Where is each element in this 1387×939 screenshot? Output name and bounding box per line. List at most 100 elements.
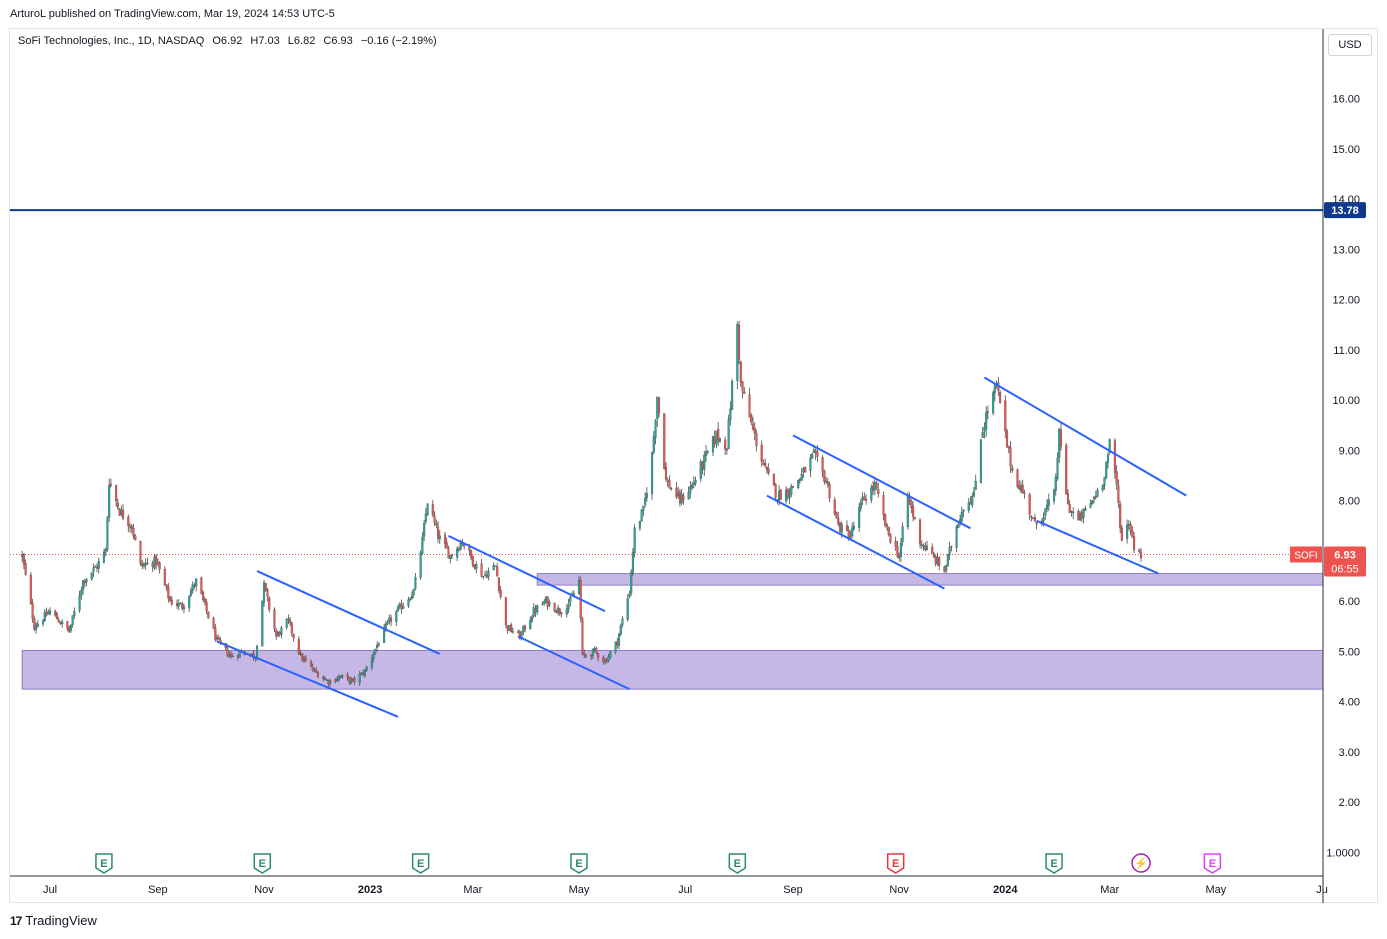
candle-body	[664, 466, 668, 480]
candle-body	[644, 497, 647, 505]
candle-body	[31, 602, 34, 619]
tradingview-footer[interactable]: 17 TradingView	[10, 913, 97, 928]
x-tick-label: Ju	[1316, 884, 1328, 896]
candle	[1119, 500, 1122, 533]
candle	[182, 603, 186, 614]
earnings-marker-7[interactable]: ⚡	[1131, 853, 1151, 873]
last-price-label: 6.93	[1334, 549, 1355, 561]
candle-body	[823, 470, 826, 482]
earnings-marker-1[interactable]: E	[253, 853, 272, 874]
candle	[41, 619, 45, 627]
candle	[1052, 488, 1056, 505]
candle	[1127, 519, 1130, 530]
candle-body	[1023, 492, 1026, 494]
earnings-marker-2[interactable]: E	[411, 853, 430, 874]
candle	[346, 672, 349, 681]
candle-body	[228, 654, 231, 657]
candle	[814, 448, 817, 461]
candle	[664, 461, 668, 482]
candle-body	[193, 585, 196, 587]
candle-body	[299, 653, 302, 655]
candle-body	[450, 554, 454, 557]
candle	[1023, 489, 1026, 499]
candle	[155, 554, 158, 570]
candle-body	[374, 648, 377, 654]
candle	[262, 579, 266, 607]
candle-body	[1129, 523, 1132, 532]
x-tick-label: Jul	[678, 884, 692, 896]
y-tick-label: 6.00	[1339, 596, 1360, 608]
candle-body	[1070, 511, 1073, 513]
candle-body	[604, 660, 607, 663]
currency-button[interactable]: USD	[1328, 34, 1372, 56]
candle	[275, 627, 278, 640]
candle	[492, 562, 495, 571]
candle	[863, 492, 866, 501]
trendline-6	[1036, 519, 1159, 575]
earnings-marker-0[interactable]: E	[95, 853, 113, 874]
earnings-marker-5[interactable]: E	[886, 853, 905, 874]
candle	[1019, 480, 1023, 494]
candle	[530, 614, 534, 623]
candle	[315, 667, 318, 673]
candle-body	[1119, 503, 1122, 528]
candle-body	[24, 563, 27, 575]
candle	[779, 489, 782, 500]
candle	[109, 478, 112, 488]
candle-body	[510, 624, 513, 632]
candle-body	[957, 524, 960, 529]
candle	[217, 634, 220, 641]
candle	[1094, 490, 1097, 500]
y-tick-label: 12.00	[1332, 295, 1360, 307]
candle	[532, 603, 535, 618]
candle	[456, 546, 459, 562]
candle-body	[456, 548, 459, 558]
earnings-label: E	[1209, 858, 1216, 870]
earnings-marker-3[interactable]: E	[570, 853, 588, 874]
candle	[741, 380, 744, 399]
candle-body	[311, 667, 314, 671]
candle	[146, 557, 149, 566]
candle	[1054, 473, 1057, 496]
candle	[193, 582, 196, 589]
candle	[851, 522, 854, 539]
y-tick-label: 15.00	[1332, 144, 1360, 156]
candle-body	[1054, 476, 1057, 491]
earnings-marker-4[interactable]: E	[728, 853, 747, 874]
candle-body	[290, 622, 293, 634]
candle	[642, 505, 645, 517]
candle	[1105, 461, 1108, 480]
candle-body	[581, 618, 584, 654]
candle	[506, 624, 509, 634]
candle-body	[1106, 454, 1110, 463]
candle	[725, 448, 728, 455]
candle-body	[597, 653, 600, 658]
candle-body	[828, 484, 831, 499]
candle	[974, 474, 977, 491]
candle-body	[619, 625, 622, 635]
candle	[494, 565, 497, 567]
legend-change: −0.16 (−2.19%)	[360, 35, 437, 47]
x-tick-label: Sep	[783, 884, 803, 896]
candle	[609, 650, 612, 659]
earnings-marker-6[interactable]: E	[1045, 853, 1063, 874]
candle	[889, 533, 892, 544]
candle	[395, 609, 398, 627]
candle	[910, 499, 913, 514]
candle-body	[436, 526, 440, 539]
candle	[214, 623, 217, 642]
candle	[764, 458, 767, 468]
candle	[504, 597, 507, 629]
candle-body	[336, 679, 339, 682]
candle-body	[845, 525, 849, 531]
y-tick-label: 4.00	[1339, 697, 1360, 709]
trendline-4	[766, 494, 945, 590]
candle	[127, 514, 130, 533]
earnings-marker-8[interactable]: E	[1203, 853, 1222, 874]
candle-body	[179, 603, 182, 605]
candle-body	[616, 641, 619, 646]
candle-body	[316, 672, 320, 678]
candle-body	[812, 449, 815, 453]
candle	[932, 552, 936, 559]
